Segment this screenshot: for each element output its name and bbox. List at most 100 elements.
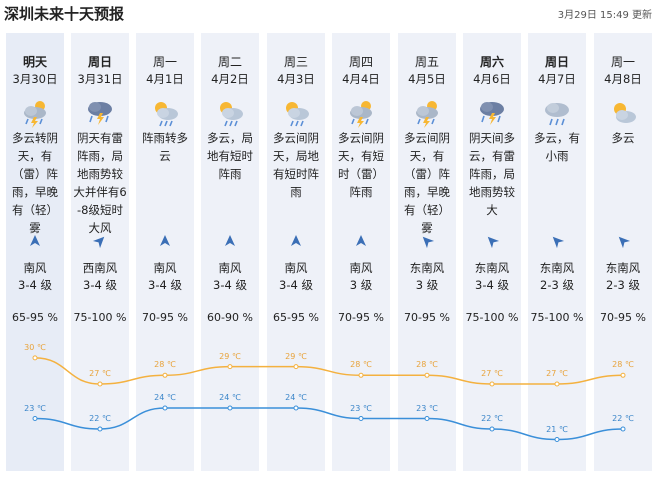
forecast-day-column: 周日 4月7日多云，有小雨东南风 2-3 级 75-100 %: [528, 33, 586, 471]
wind-direction-icon: [71, 233, 129, 249]
high-temp-label: 27 ℃: [89, 369, 111, 378]
day-date: 4月8日: [604, 72, 642, 86]
wind-level: 3-4 级: [18, 278, 52, 292]
weather-description: 多云，有小雨: [534, 131, 580, 163]
humidity: 65-95 %: [12, 311, 58, 324]
day-date: 4月1日: [146, 72, 184, 86]
weather-description: 阴天间多云，有雷阵雨，局地雨势较大: [469, 131, 515, 217]
low-temp-label: 22 ℃: [481, 414, 503, 423]
day-name: 周三: [283, 55, 308, 69]
wind-direction-icon: [201, 233, 259, 249]
wind-direction-icon: [398, 233, 456, 249]
forecast-day-column: 周四 4月4日多云间阴天，有短时（雷）阵雨南风 3 级 70-95 %: [332, 33, 390, 471]
day-name: 周一: [610, 55, 635, 69]
day-name: 周四: [348, 55, 373, 69]
day-date: 4月7日: [538, 72, 576, 86]
wind-direction: 南风: [153, 261, 177, 275]
thunderstorm-icon: [71, 98, 129, 128]
wind-level: 2-3 级: [606, 278, 640, 292]
cloudy-thunder-rain-icon: [332, 98, 390, 128]
low-temp-label: 21 ℃: [546, 424, 568, 434]
cloud-rain-icon: [528, 98, 586, 128]
humidity: 75-100 %: [465, 311, 519, 324]
forecast-day-column: 周一 4月8日多云东南风 2-3 级 70-95 %: [594, 33, 652, 471]
humidity: 70-95 %: [142, 311, 188, 324]
wind-level: 3-4 级: [83, 278, 117, 292]
wind-direction-icon: [463, 233, 521, 249]
humidity: 75-100 %: [73, 311, 127, 324]
forecast-day-column: 周三 4月3日 多云间阴天，局地有短时阵雨 南风 3-4 级 65-95 %: [267, 33, 325, 471]
day-date: 4月5日: [408, 72, 446, 86]
forecast-day-column: 周一 4月1日 阵雨转多云 南风 3-4 级 70-95 %: [136, 33, 194, 471]
wind-direction: 南风: [284, 261, 308, 275]
humidity: 60-90 %: [207, 311, 253, 324]
humidity: 75-100 %: [530, 311, 584, 324]
day-name: 周六: [479, 55, 504, 69]
day-name: 周二: [217, 55, 242, 69]
wind-direction-icon: [528, 233, 586, 249]
weather-description: 阴天有雷阵雨，局地雨势较大并伴有6-8级短时大风: [73, 131, 127, 235]
weather-description: 多云转阴天，有（雷）阵雨，早晚有（轻）雾: [12, 131, 58, 235]
forecast-day-column: 周五 4月5日多云间阴天，有（雷）阵雨，早晚有（轻）雾东南风 3 级 70-95 %: [398, 33, 456, 471]
weather-description: 多云间阴天，局地有短时阵雨: [273, 131, 319, 199]
day-name: 周一: [152, 55, 177, 69]
wind-direction-icon: [594, 233, 652, 249]
weather-description: 多云间阴天，有（雷）阵雨，早晚有（轻）雾: [404, 131, 450, 235]
weather-description: 多云: [611, 131, 635, 145]
day-name: 明天: [22, 55, 47, 69]
low-temp-label: 24 ℃: [154, 393, 176, 402]
day-date: 3月31日: [77, 72, 123, 86]
high-temp-label: 30 ℃: [24, 342, 46, 352]
day-name: 周五: [414, 55, 439, 69]
wind-direction: 南风: [349, 261, 373, 275]
high-temp-label: 27 ℃: [546, 369, 568, 378]
thunderstorm-icon: [463, 98, 521, 128]
wind-direction: 东南风: [539, 261, 575, 275]
humidity: 70-95 %: [404, 311, 450, 324]
humidity: 65-95 %: [273, 311, 319, 324]
sun-cloud-rain-icon: [136, 98, 194, 128]
high-temp-label: 28 ℃: [154, 360, 176, 370]
high-temp-label: 28 ℃: [612, 360, 634, 370]
low-temp-label: 23 ℃: [416, 403, 438, 413]
wind-direction: 东南风: [605, 261, 641, 275]
low-temp-label: 24 ℃: [219, 393, 241, 402]
day-date: 3月30日: [12, 72, 58, 86]
high-temp-label: 29 ℃: [285, 351, 307, 361]
low-temp-label: 22 ℃: [612, 414, 634, 423]
wind-direction: 南风: [218, 261, 242, 275]
weather-description: 多云间阴天，有短时（雷）阵雨: [338, 131, 384, 199]
humidity: 70-95 %: [338, 311, 384, 324]
weather-description: 多云，局地有短时阵雨: [207, 131, 253, 181]
page-title: 深圳未来十天预报: [4, 5, 125, 23]
cloudy-thunder-rain-icon: [6, 98, 64, 128]
cloudy-thunder-rain-icon: [398, 98, 456, 128]
low-temp-label: 23 ℃: [350, 403, 372, 413]
forecast-day-column: 明天 3月30日多云转阴天，有（雷）阵雨，早晚有（轻）雾南风 3-4 级 65-95 …: [6, 33, 64, 471]
weather-description: 阵雨转多云: [142, 131, 188, 163]
high-temp-label: 28 ℃: [350, 360, 372, 370]
day-name: 周日: [544, 55, 569, 69]
forecast-day-column: 周二 4月2日多云，局地有短时阵雨南风 3-4 级 60-90 %: [201, 33, 259, 471]
low-temp-label: 22 ℃: [89, 414, 111, 423]
wind-level: 2-3 级: [540, 278, 574, 292]
wind-level: 3-4 级: [213, 278, 247, 292]
humidity: 70-95 %: [600, 311, 646, 324]
wind-level: 3 级: [415, 278, 439, 292]
wind-direction: 南风: [23, 261, 47, 275]
wind-level: 3 级: [349, 278, 373, 292]
update-time: 3月29日 15:49 更新: [557, 10, 652, 21]
day-date: 4月2日: [211, 72, 249, 86]
forecast-day-column: 周日 3月31日 阴天有雷阵雨，局地雨势较大并伴有6-8级短时大风 西南风 3-4 级 7…: [71, 33, 129, 471]
high-temp-label: 29 ℃: [219, 351, 241, 361]
day-date: 4月6日: [473, 72, 511, 86]
low-temp-label: 24 ℃: [285, 393, 307, 402]
wind-level: 3-4 级: [279, 278, 313, 292]
day-date: 4月4日: [342, 72, 380, 86]
wind-direction: 东南风: [409, 261, 445, 275]
high-temp-label: 28 ℃: [416, 360, 438, 370]
day-name: 周日: [87, 55, 112, 69]
sun-cloud-rain-icon: [267, 98, 325, 128]
wind-direction-icon: [136, 233, 194, 249]
wind-direction: 东南风: [474, 261, 510, 275]
